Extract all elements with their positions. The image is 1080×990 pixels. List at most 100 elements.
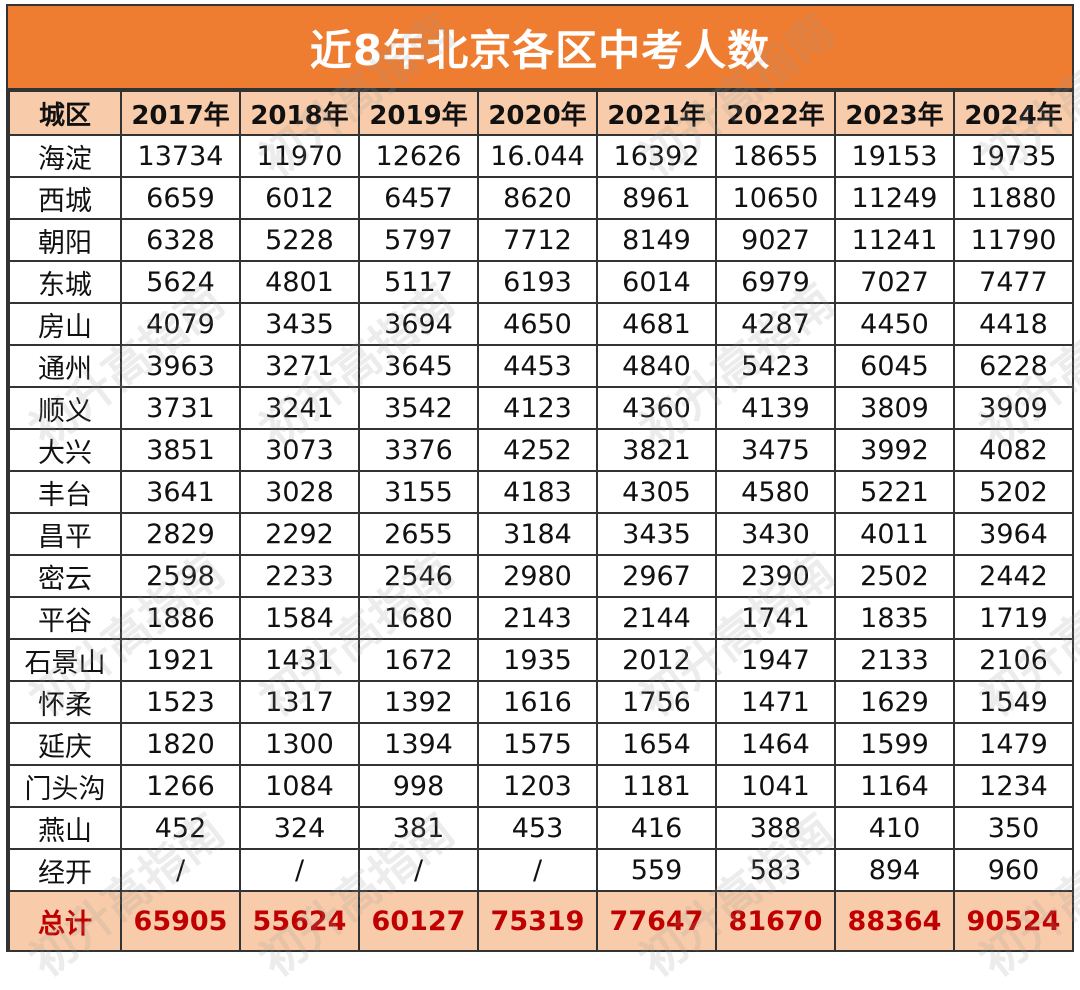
district-cell: 朝阳 (8, 218, 122, 262)
count-cell: 1935 (477, 638, 598, 682)
district-cell: 密云 (8, 554, 122, 598)
count-cell: 11249 (834, 176, 955, 220)
count-cell: / (239, 848, 360, 892)
count-cell: 960 (953, 848, 1074, 892)
count-cell: 2144 (596, 596, 717, 640)
count-cell: 4287 (715, 302, 836, 346)
count-cell: 1820 (120, 722, 241, 766)
count-cell: 11241 (834, 218, 955, 262)
count-cell: 4650 (477, 302, 598, 346)
count-cell: 3821 (596, 428, 717, 472)
count-cell: 6457 (358, 176, 479, 220)
count-cell: 7477 (953, 260, 1074, 304)
count-cell: 1680 (358, 596, 479, 640)
header-row: 城区 2017年 2018年 2019年 2020年 2021年 2022年 2023年 202… (8, 90, 1074, 136)
count-cell: 350 (953, 806, 1074, 850)
count-cell: 410 (834, 806, 955, 850)
count-cell: 2442 (953, 554, 1074, 598)
count-cell: 3909 (953, 386, 1074, 430)
count-cell: 3963 (120, 344, 241, 388)
count-cell: 4082 (953, 428, 1074, 472)
count-cell: 1575 (477, 722, 598, 766)
count-cell: 5624 (120, 260, 241, 304)
count-cell: 5797 (358, 218, 479, 262)
count-cell: 16392 (596, 134, 717, 178)
count-cell: 4453 (477, 344, 598, 388)
count-cell: 4801 (239, 260, 360, 304)
district-cell: 昌平 (8, 512, 122, 556)
count-cell: 1616 (477, 680, 598, 724)
header-year: 2017年 (120, 90, 241, 136)
count-cell: 4418 (953, 302, 1074, 346)
count-cell: 1041 (715, 764, 836, 808)
count-cell: 1584 (239, 596, 360, 640)
count-cell: 6659 (120, 176, 241, 220)
count-cell: 4011 (834, 512, 955, 556)
count-cell: 2292 (239, 512, 360, 556)
district-cell: 门头沟 (8, 764, 122, 808)
count-cell: 18655 (715, 134, 836, 178)
count-cell: 13734 (120, 134, 241, 178)
district-cell: 海淀 (8, 134, 122, 178)
count-cell: 6045 (834, 344, 955, 388)
count-cell: 1464 (715, 722, 836, 766)
table-row: 丰台 3641 3028 3155 4183 4305 4580 5221 5202 (8, 470, 1074, 514)
count-cell: 1471 (715, 680, 836, 724)
count-cell: 1317 (239, 680, 360, 724)
total-row: 总计 65905 55624 60127 75319 77647 81670 88364 905… (8, 890, 1074, 952)
district-cell: 通州 (8, 344, 122, 388)
count-cell: 9027 (715, 218, 836, 262)
count-cell: 2655 (358, 512, 479, 556)
count-cell: 11970 (239, 134, 360, 178)
count-cell: 453 (477, 806, 598, 850)
count-cell: 1203 (477, 764, 598, 808)
count-cell: 2967 (596, 554, 717, 598)
table-row: 通州 3963 3271 3645 4453 4840 5423 6045 6228 (8, 344, 1074, 388)
count-cell: 1479 (953, 722, 1074, 766)
count-cell: 3435 (596, 512, 717, 556)
count-cell: 3542 (358, 386, 479, 430)
total-label: 总计 (8, 890, 122, 952)
district-cell: 怀柔 (8, 680, 122, 724)
count-cell: 8620 (477, 176, 598, 220)
count-cell: 5221 (834, 470, 955, 514)
count-cell: 2390 (715, 554, 836, 598)
count-cell: 1394 (358, 722, 479, 766)
count-cell: 1741 (715, 596, 836, 640)
count-cell: 6014 (596, 260, 717, 304)
count-cell: 3641 (120, 470, 241, 514)
table-row: 海淀 13734 11970 12626 16.044 16392 18655 19153 19… (8, 134, 1074, 178)
header-year: 2024年 (953, 90, 1074, 136)
count-cell: 1835 (834, 596, 955, 640)
count-cell: 4360 (596, 386, 717, 430)
count-cell: 452 (120, 806, 241, 850)
count-cell: 3645 (358, 344, 479, 388)
count-cell: 4079 (120, 302, 241, 346)
table-row: 石景山 1921 1431 1672 1935 2012 1947 2133 2106 (8, 638, 1074, 682)
total-cell: 77647 (596, 890, 717, 952)
header-district: 城区 (8, 90, 122, 136)
count-cell: / (120, 848, 241, 892)
header-year: 2022年 (715, 90, 836, 136)
district-cell: 平谷 (8, 596, 122, 640)
district-cell: 经开 (8, 848, 122, 892)
count-cell: 4123 (477, 386, 598, 430)
count-cell: 19735 (953, 134, 1074, 178)
count-cell: 5423 (715, 344, 836, 388)
count-cell: 3435 (239, 302, 360, 346)
count-cell: 3241 (239, 386, 360, 430)
table-row: 朝阳 6328 5228 5797 7712 8149 9027 11241 11790 (8, 218, 1074, 262)
count-cell: 4305 (596, 470, 717, 514)
table-footer: 总计 65905 55624 60127 75319 77647 81670 88364 905… (8, 890, 1074, 952)
count-cell: 2106 (953, 638, 1074, 682)
count-cell: 894 (834, 848, 955, 892)
table-body: 海淀 13734 11970 12626 16.044 16392 18655 19153 19… (8, 134, 1074, 892)
count-cell: 3155 (358, 470, 479, 514)
count-cell: / (358, 848, 479, 892)
count-cell: 1654 (596, 722, 717, 766)
table-row: 平谷 1886 1584 1680 2143 2144 1741 1835 1719 (8, 596, 1074, 640)
table-header: 城区 2017年 2018年 2019年 2020年 2021年 2022年 2023年 202… (8, 90, 1074, 136)
count-cell: 1756 (596, 680, 717, 724)
count-cell: 1549 (953, 680, 1074, 724)
count-cell: 4450 (834, 302, 955, 346)
